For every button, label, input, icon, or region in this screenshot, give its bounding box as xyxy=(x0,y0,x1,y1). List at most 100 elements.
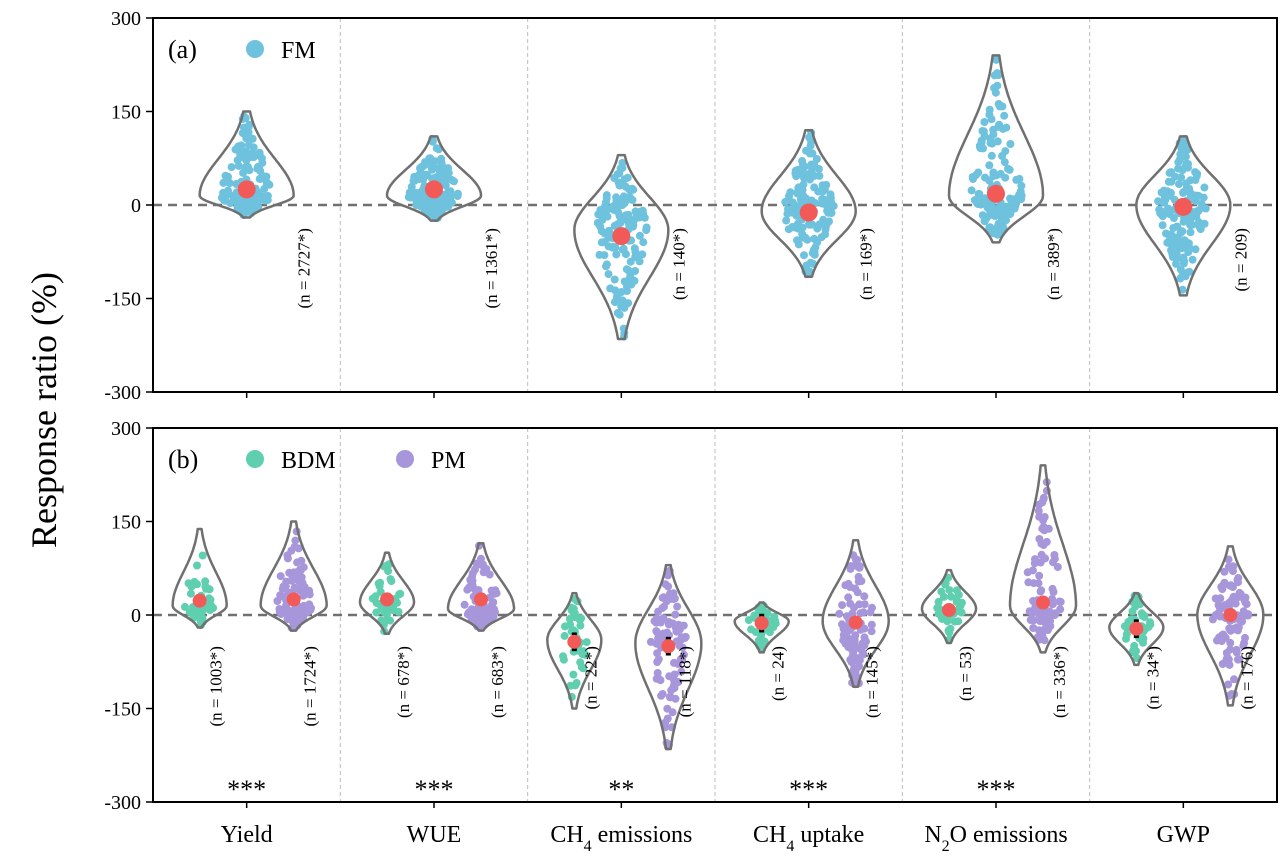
data-point xyxy=(470,617,479,625)
data-point xyxy=(744,616,753,625)
data-point xyxy=(1239,641,1248,650)
data-point xyxy=(1038,498,1047,507)
data-point xyxy=(853,588,862,597)
x-category-label: CH4 emissions xyxy=(550,822,692,855)
data-point xyxy=(283,606,292,615)
data-point xyxy=(808,249,817,258)
data-point xyxy=(1178,285,1187,294)
violin-outline xyxy=(760,128,857,278)
data-point xyxy=(1029,579,1038,588)
data-point xyxy=(205,606,214,614)
legend-swatch-pm xyxy=(396,450,414,468)
data-point xyxy=(1036,587,1045,596)
violin-outline xyxy=(546,591,603,710)
data-point xyxy=(653,669,662,677)
data-point xyxy=(857,577,866,586)
data-point xyxy=(1208,615,1217,624)
data-point xyxy=(240,197,249,206)
data-point xyxy=(1047,609,1056,618)
data-point xyxy=(1244,611,1252,620)
sample-size-label: (n = 678*) xyxy=(394,646,413,718)
data-point xyxy=(661,580,670,589)
data-point xyxy=(1188,220,1197,229)
data-point xyxy=(594,210,603,219)
sample-size-label: (n = 209) xyxy=(1231,228,1250,291)
data-point xyxy=(1226,626,1235,635)
data-point xyxy=(954,590,963,599)
data-point xyxy=(425,201,434,210)
x-category-label: GWP xyxy=(1157,822,1210,848)
significance-marker: *** xyxy=(977,775,1016,804)
data-point xyxy=(1180,214,1189,223)
data-point xyxy=(483,606,492,615)
data-point xyxy=(800,251,808,260)
data-point xyxy=(1177,244,1186,252)
data-point xyxy=(846,599,855,608)
data-point xyxy=(975,141,984,150)
data-point xyxy=(626,257,635,266)
mean-marker xyxy=(661,639,676,654)
data-point xyxy=(994,225,1003,233)
data-point xyxy=(410,172,419,181)
violin-outline xyxy=(358,551,416,635)
data-point xyxy=(801,233,810,242)
data-point xyxy=(249,153,258,161)
data-point xyxy=(612,193,621,202)
data-point xyxy=(604,270,613,279)
data-point xyxy=(237,141,246,150)
data-point xyxy=(577,614,586,623)
data-point xyxy=(227,163,236,172)
data-point xyxy=(560,631,569,640)
data-point xyxy=(221,171,230,180)
data-point xyxy=(1241,633,1249,642)
data-point xyxy=(827,209,836,217)
sample-size-label: (n = 683*) xyxy=(488,646,507,718)
data-point xyxy=(993,81,1002,90)
data-point xyxy=(1234,574,1243,582)
data-point xyxy=(447,176,456,184)
data-point xyxy=(1154,197,1163,206)
data-point xyxy=(798,157,807,165)
data-point xyxy=(579,664,588,673)
data-point xyxy=(823,218,832,227)
data-point xyxy=(219,189,228,198)
data-point xyxy=(867,627,876,636)
data-point xyxy=(670,594,679,603)
data-point xyxy=(1006,140,1015,148)
data-point xyxy=(487,586,496,595)
x-category-label: Yield xyxy=(221,822,273,848)
data-point xyxy=(198,551,207,560)
data-point xyxy=(305,590,314,599)
data-point xyxy=(652,618,661,627)
data-point xyxy=(576,621,585,630)
data-point xyxy=(1190,191,1199,200)
x-category-label: CH4 uptake xyxy=(753,822,864,855)
mean-marker xyxy=(567,634,582,649)
pm-data-points xyxy=(835,551,876,689)
data-point xyxy=(851,555,860,564)
data-point xyxy=(1185,267,1194,276)
data-point xyxy=(621,211,630,220)
data-point xyxy=(838,601,847,610)
data-point xyxy=(1122,634,1130,643)
data-point xyxy=(432,144,441,153)
data-point xyxy=(1017,191,1026,200)
mean-marker xyxy=(474,592,488,607)
data-point xyxy=(1177,144,1186,153)
data-point xyxy=(1179,259,1188,268)
data-point xyxy=(638,206,647,215)
sample-size-label: (n = 336*) xyxy=(1050,646,1069,718)
data-point xyxy=(635,231,644,240)
data-point xyxy=(1195,206,1203,215)
data-point xyxy=(205,585,214,594)
panel-frame xyxy=(152,17,1278,393)
data-point xyxy=(181,602,189,611)
sample-size-label: (n = 53) xyxy=(956,646,975,701)
x-category-label: N2O emissions xyxy=(924,822,1067,855)
data-point xyxy=(846,583,855,591)
y-tick-label: 300 xyxy=(111,8,141,30)
pm-data-points xyxy=(460,541,501,631)
x-category-label: WUE xyxy=(407,822,462,848)
data-point xyxy=(241,165,250,174)
y-tick-label: 150 xyxy=(111,512,141,534)
